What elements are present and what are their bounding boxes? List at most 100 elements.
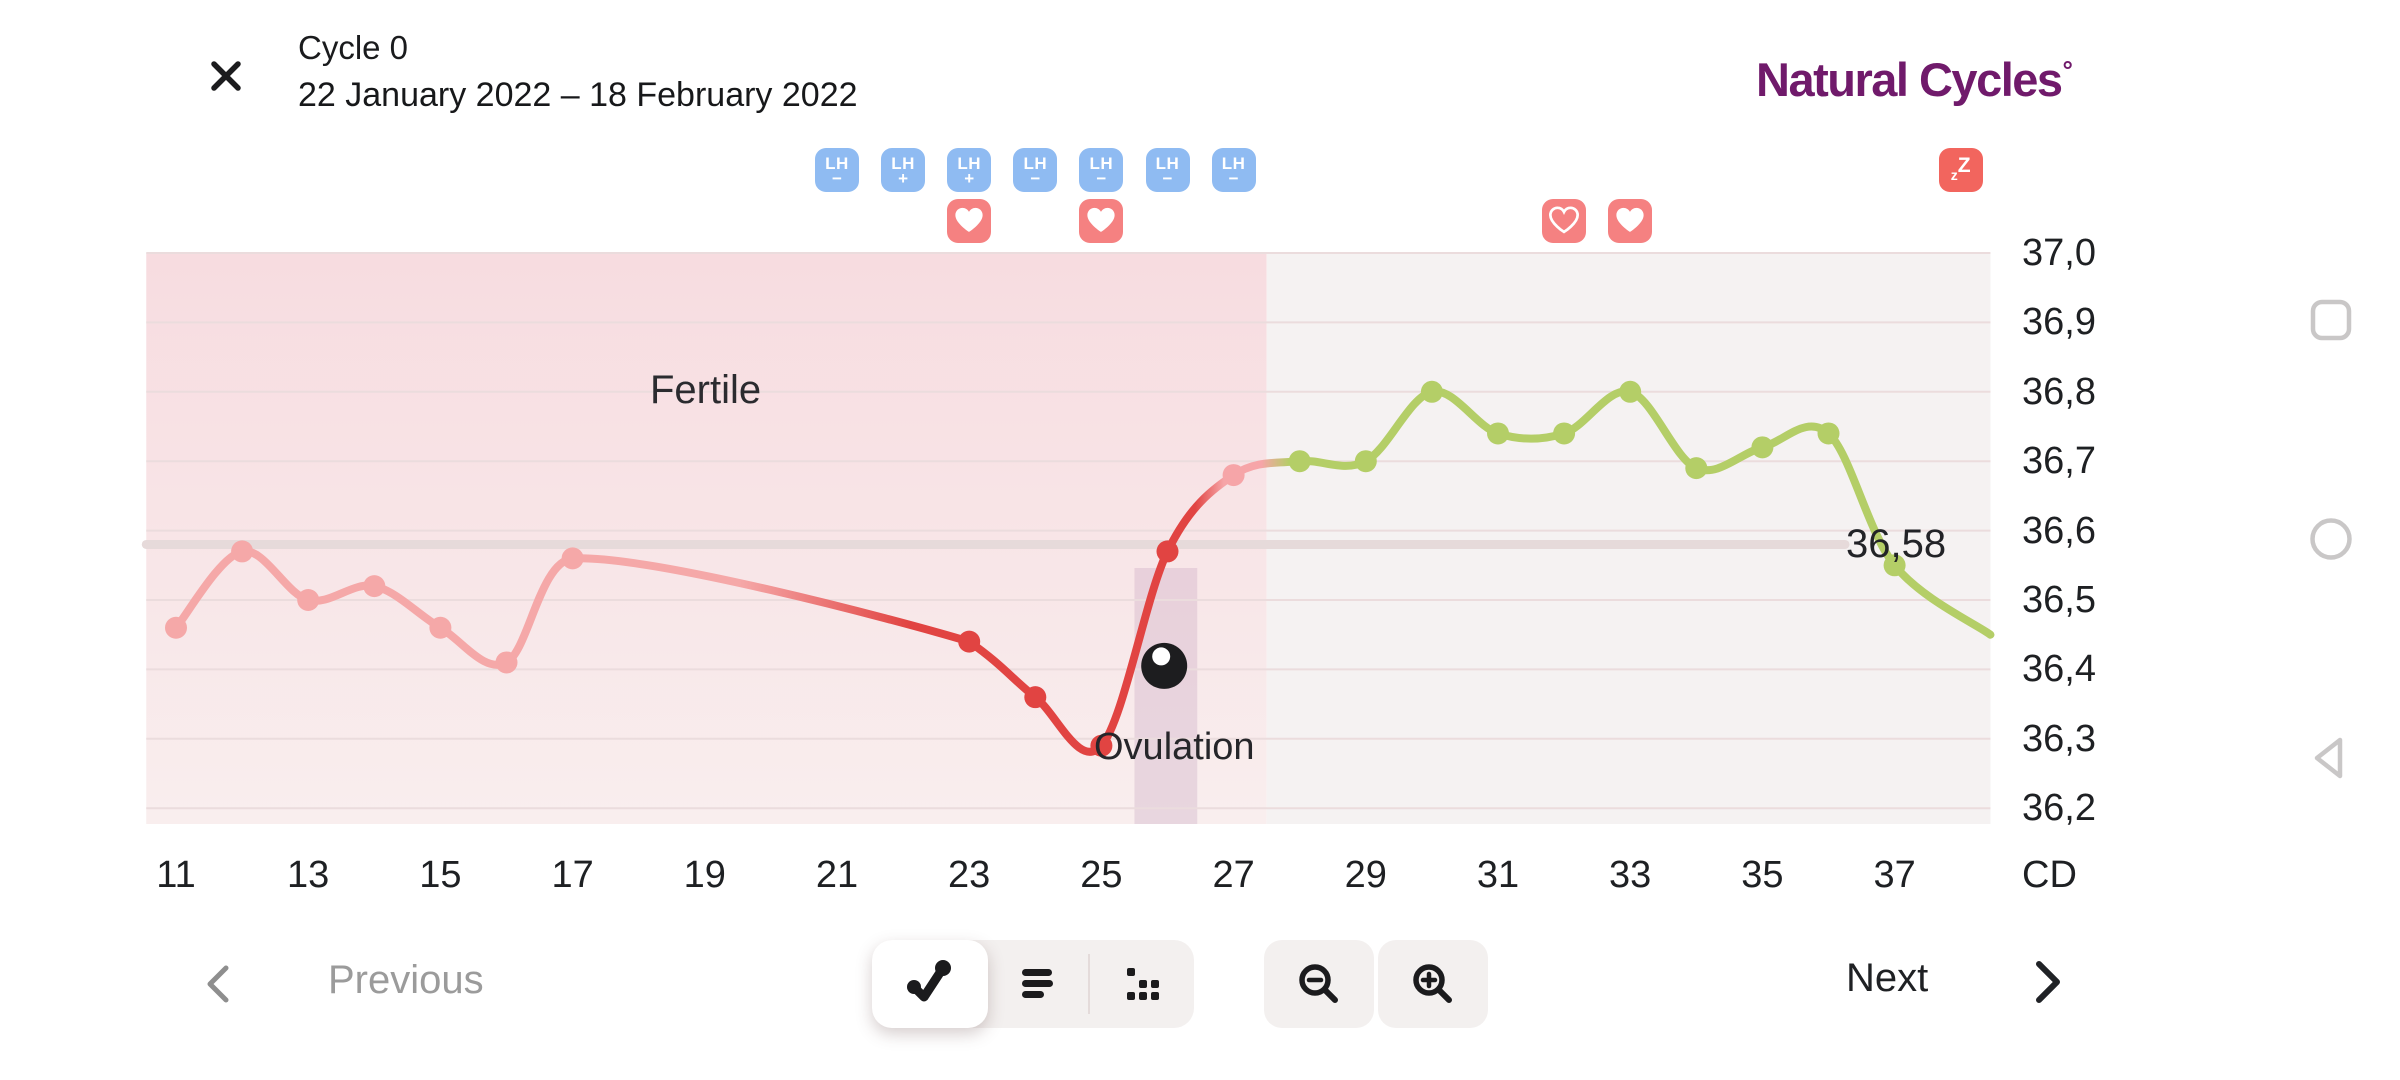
data-point <box>429 616 452 639</box>
intercourse-badge[interactable] <box>947 199 992 243</box>
y-tick-label: 36,8 <box>2022 370 2096 413</box>
data-point <box>231 540 254 563</box>
data-point <box>958 630 981 653</box>
y-tick-label: 36,5 <box>2022 579 2096 621</box>
x-tick-label: 23 <box>948 854 991 896</box>
list-view-icon <box>1022 969 1053 998</box>
data-point <box>1222 464 1245 487</box>
grid-view-button[interactable] <box>1090 940 1194 1028</box>
zoom-in-icon <box>1413 964 1452 1003</box>
x-tick-label: 33 <box>1609 854 1652 896</box>
x-tick-label: 11 <box>156 854 196 896</box>
lh-badge-text: LH <box>1155 153 1180 173</box>
lh-badge-text: LH <box>1089 153 1114 173</box>
data-point <box>1090 734 1113 757</box>
post-fertile-region <box>1266 253 1991 824</box>
lh-badge-result: + <box>898 168 909 188</box>
x-tick-label: 27 <box>1212 854 1255 896</box>
y-tick-label: 37,0 <box>2022 232 2096 274</box>
x-tick-label: 31 <box>1476 854 1520 896</box>
lh-badge-text: LH <box>1023 153 1048 173</box>
chart-view-switcher <box>872 940 1194 1028</box>
data-point <box>1288 450 1311 473</box>
y-tick-label: 36,4 <box>2022 648 2096 691</box>
lh-badge-result: − <box>1162 168 1173 188</box>
lh-test-badge[interactable]: LH + <box>947 148 992 192</box>
data-point <box>1883 554 1906 577</box>
recents-square-icon <box>2310 299 2352 341</box>
x-tick-label: 35 <box>1741 854 1784 896</box>
ovulation-marker-hole <box>1152 647 1171 666</box>
grid-view-icon <box>1127 968 1159 1000</box>
x-tick-label: 21 <box>815 854 859 896</box>
logo-degree-mark: ° <box>2062 55 2073 85</box>
data-point <box>1751 436 1774 459</box>
cycle-date-range: 22 January 2022 – 18 February 2022 <box>298 76 858 114</box>
previous-chevron-icon[interactable] <box>198 962 242 1006</box>
zoom-out-icon <box>1299 964 1338 1003</box>
next-chevron-icon[interactable] <box>2022 958 2070 1006</box>
curve-segment <box>1890 561 1995 639</box>
segment-divider <box>1088 954 1090 1014</box>
sleep-z-large: Z <box>1957 154 1971 177</box>
curve-view-button[interactable] <box>872 940 988 1028</box>
lh-badge-result: − <box>1030 168 1041 188</box>
heart-filled-icon <box>1087 207 1116 232</box>
heart-filled-icon <box>955 207 983 232</box>
data-point <box>363 575 386 598</box>
curve-chart-icon <box>907 960 951 1002</box>
lh-test-badge[interactable]: LH − <box>1013 148 1058 192</box>
intercourse-badge[interactable] <box>1079 199 1124 243</box>
data-point <box>1685 457 1708 480</box>
sleep-z-small: z <box>1950 167 1958 183</box>
data-point <box>1354 450 1377 473</box>
lh-test-badge[interactable]: LH − <box>1079 148 1124 192</box>
x-tick-label: 25 <box>1080 854 1123 896</box>
x-axis-unit-label: CD <box>2022 854 2077 896</box>
lh-badge-text: LH <box>957 153 982 173</box>
x-tick-label: 13 <box>287 854 330 896</box>
lh-test-badge[interactable]: LH − <box>815 148 859 192</box>
heart-filled-icon <box>1616 207 1644 232</box>
data-point <box>1817 422 1840 445</box>
zoom-in-button[interactable] <box>1378 940 1488 1028</box>
y-tick-label: 36,3 <box>2022 717 2096 760</box>
zoom-out-button[interactable] <box>1264 940 1374 1028</box>
lh-test-badge[interactable]: LH − <box>1145 148 1190 192</box>
close-icon <box>211 61 241 91</box>
next-button[interactable]: Next <box>1846 956 1929 1000</box>
home-button[interactable] <box>2308 516 2354 562</box>
ovulation-day-band <box>1134 568 1198 824</box>
recents-button[interactable] <box>2308 297 2354 343</box>
fertile-region <box>146 253 1267 824</box>
data-point <box>165 616 187 639</box>
home-circle-icon <box>2310 518 2352 560</box>
data-point <box>1619 380 1642 403</box>
y-tick-label: 36,7 <box>2022 440 2096 483</box>
lh-test-badge[interactable]: LH − <box>1211 148 1256 192</box>
lh-test-badge[interactable]: LH + <box>881 148 926 192</box>
previous-button[interactable]: Previous <box>328 958 484 1002</box>
ovulation-label: Ovulation <box>1094 726 1255 768</box>
list-view-button[interactable] <box>988 940 1088 1028</box>
back-button[interactable] <box>2308 735 2354 781</box>
lh-badge-result: − <box>832 168 842 188</box>
data-point <box>1420 380 1443 403</box>
data-point <box>297 589 320 611</box>
x-tick-label: 17 <box>551 854 594 896</box>
data-point <box>561 547 584 570</box>
close-button[interactable] <box>202 52 250 100</box>
natural-cycles-logo: Natural Cycles° <box>1756 53 2073 106</box>
intercourse-badge[interactable] <box>1542 199 1587 243</box>
data-point <box>1553 422 1576 445</box>
intercourse-badge[interactable] <box>1608 199 1653 243</box>
lh-badge-text: LH <box>891 153 915 173</box>
lh-badge-result: + <box>964 168 975 188</box>
x-tick-label: 29 <box>1344 854 1387 896</box>
data-point <box>1487 422 1509 445</box>
page-title: Cycle 0 <box>298 29 409 66</box>
y-tick-label: 36,2 <box>2022 787 2096 830</box>
curve-segment <box>568 554 974 646</box>
